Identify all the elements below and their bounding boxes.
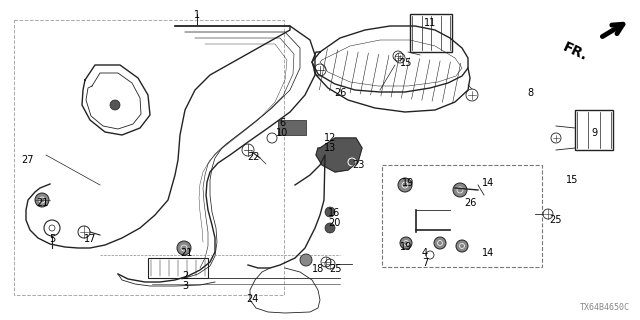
Circle shape <box>456 240 468 252</box>
Text: 1: 1 <box>194 10 200 20</box>
Text: 20: 20 <box>328 218 340 228</box>
Bar <box>148 258 208 278</box>
Text: 27: 27 <box>22 155 35 165</box>
Text: 25: 25 <box>550 215 563 225</box>
Circle shape <box>453 183 467 197</box>
Text: 11: 11 <box>424 18 436 28</box>
Text: 26: 26 <box>464 198 476 208</box>
Bar <box>14 20 284 295</box>
Text: 12: 12 <box>324 133 336 143</box>
Circle shape <box>300 254 312 266</box>
Text: FR.: FR. <box>561 40 590 64</box>
Text: 15: 15 <box>566 175 578 185</box>
Circle shape <box>400 237 412 249</box>
Text: 21: 21 <box>180 248 192 258</box>
Text: 8: 8 <box>527 88 533 98</box>
Text: 14: 14 <box>482 178 494 188</box>
Bar <box>278 120 306 135</box>
Text: 26: 26 <box>334 88 346 98</box>
Text: 13: 13 <box>324 143 336 153</box>
Text: 16: 16 <box>328 208 340 218</box>
Bar <box>575 110 613 150</box>
Circle shape <box>434 237 446 249</box>
Text: 3: 3 <box>182 281 188 291</box>
Circle shape <box>325 207 335 217</box>
Polygon shape <box>316 138 362 172</box>
Text: TX64B4650C: TX64B4650C <box>580 303 630 312</box>
Text: 25: 25 <box>330 264 342 274</box>
Text: 5: 5 <box>49 234 55 244</box>
Text: 14: 14 <box>482 248 494 258</box>
Text: 9: 9 <box>591 128 597 138</box>
Text: 21: 21 <box>36 198 48 208</box>
Text: 6: 6 <box>279 118 285 128</box>
Text: 4: 4 <box>422 248 428 258</box>
Circle shape <box>110 100 120 110</box>
Text: 22: 22 <box>248 152 260 162</box>
Circle shape <box>177 241 191 255</box>
Circle shape <box>398 178 412 192</box>
Text: 19: 19 <box>400 242 412 252</box>
Text: 19: 19 <box>402 178 414 188</box>
Circle shape <box>325 223 335 233</box>
Bar <box>382 165 542 267</box>
Text: 17: 17 <box>84 234 96 244</box>
Bar <box>410 14 452 52</box>
Text: 23: 23 <box>352 160 364 170</box>
Text: 7: 7 <box>422 258 428 268</box>
Text: 24: 24 <box>246 294 258 304</box>
Text: 10: 10 <box>276 128 288 138</box>
Text: 15: 15 <box>400 58 412 68</box>
Text: 2: 2 <box>182 271 188 281</box>
Circle shape <box>35 193 49 207</box>
Text: 18: 18 <box>312 264 324 274</box>
